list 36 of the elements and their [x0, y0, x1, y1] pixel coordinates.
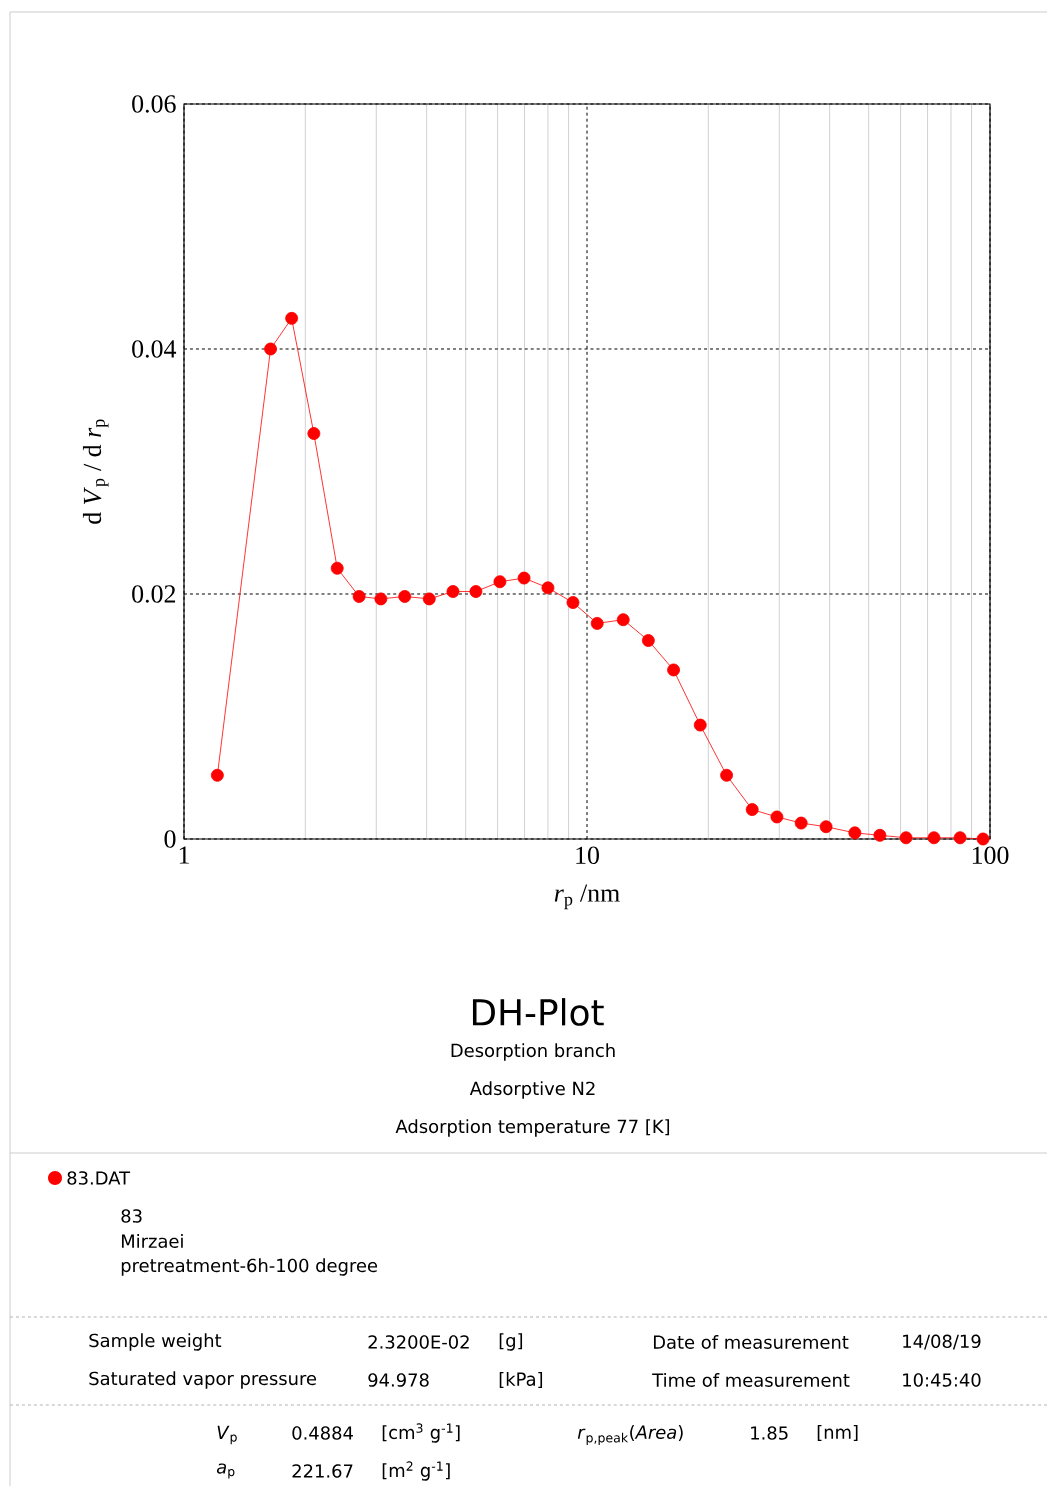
x-axis-title: r$_{p}$ /nm [554, 884, 620, 910]
text: [g] [499, 1333, 523, 1351]
x-tick-label: 1 [179, 846, 189, 864]
y-tick-label: 0.02 [132, 585, 176, 603]
text: Sample weight [89, 1333, 222, 1351]
text: Saturated vapor pressure [89, 1371, 317, 1389]
text: 0.4884 [292, 1426, 353, 1440]
y-tick-label: 0.04 [132, 340, 177, 358]
text: r$_{p,peak}$(Area) [577, 1425, 683, 1445]
legend-label: 83.DAT [67, 1171, 131, 1185]
text: Desorption branch [451, 1043, 615, 1061]
text: [nm] [817, 1425, 858, 1441]
text: [m$^{2}$ g$^{-1}$] [382, 1461, 450, 1481]
text: V$_{p}$ [217, 1425, 237, 1445]
text: 2.3200E-02 [368, 1335, 469, 1349]
x-tick-label: 10 [576, 846, 599, 864]
text: [cm$^{3}$ g$^{-1}$] [382, 1423, 460, 1443]
text: Adsorption temperature 77 [K] [395, 1119, 670, 1137]
text: Mirzaei [121, 1234, 183, 1248]
text: 14/08/19 [903, 1334, 981, 1350]
y-axis-title: d V$_{p}$ / d r$_{p}$ [82, 419, 109, 524]
text: 83 [121, 1209, 142, 1223]
text: 221.67 [292, 1464, 353, 1478]
y-tick-label: 0.06 [132, 95, 176, 113]
text: Adsorptive N2 [469, 1081, 595, 1099]
text: Date of measurement [653, 1335, 849, 1349]
y-tick-label: 0 [164, 830, 176, 848]
text: 10:45:40 [903, 1373, 981, 1387]
text: a$_{p}$ [216, 1463, 235, 1479]
text: 1.85 [751, 1426, 788, 1440]
text: pretreatment-6h-100 degree [121, 1258, 378, 1276]
text: DH-Plot [472, 998, 604, 1026]
x-tick-label: 100 [972, 846, 1009, 864]
text: Time of measurement [652, 1373, 850, 1387]
text: 94.978 [368, 1373, 429, 1387]
text: [kPa] [499, 1372, 543, 1388]
